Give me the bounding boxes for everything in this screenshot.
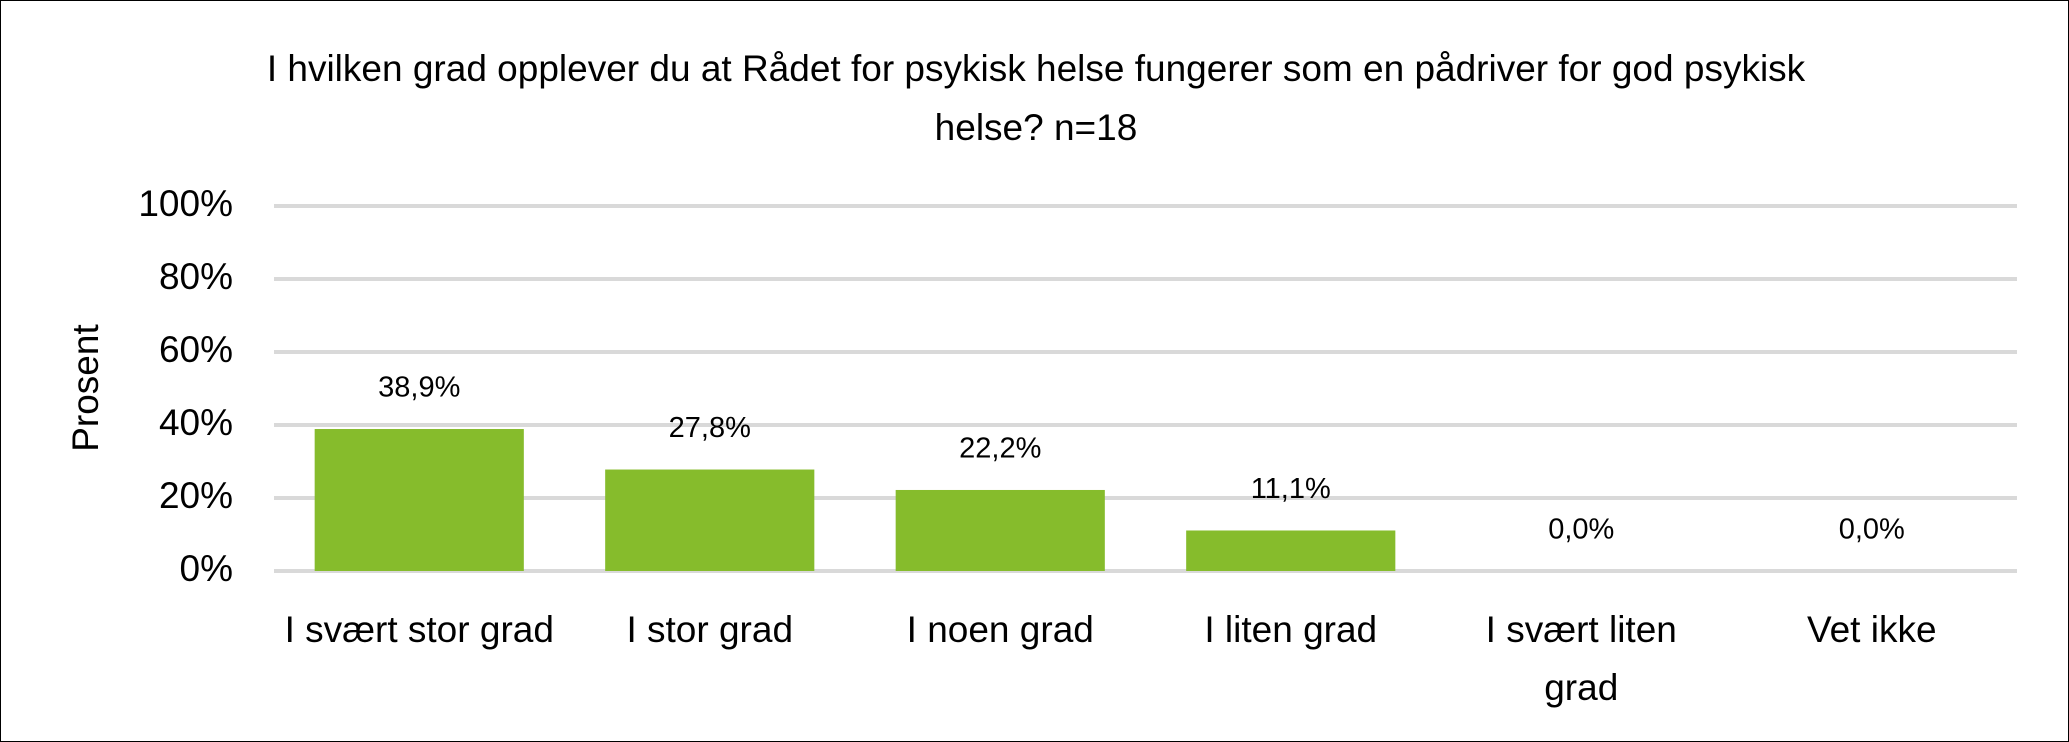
y-tick-label: 100% [138, 183, 233, 224]
x-tick-label: I noen grad [906, 609, 1094, 650]
x-tick-label: I svært liten grad [1485, 609, 1677, 708]
x-tick-label: I svært stor grad [284, 609, 554, 650]
chart-title: I hvilken grad opplever du at Rådet for … [266, 48, 1806, 148]
bar [605, 469, 815, 571]
x-tick-label: Vet ikke [1806, 609, 1937, 650]
y-tick-label: 40% [159, 402, 233, 443]
data-label: 38,9% [378, 372, 460, 404]
data-label: 11,1% [1251, 473, 1331, 505]
bar [314, 429, 524, 571]
x-tick-label: I stor grad [626, 609, 794, 650]
y-tick-label: 80% [159, 256, 233, 297]
y-tick-label: 0% [180, 548, 233, 589]
y-axis-label: Prosent [65, 324, 106, 452]
data-label: 0,0% [1548, 514, 1614, 546]
data-label: 22,2% [959, 433, 1041, 465]
bar [895, 489, 1105, 571]
bar [1186, 530, 1396, 571]
x-tick-label: I liten grad [1204, 609, 1378, 650]
data-label: 0,0% [1839, 514, 1905, 546]
y-tick-label: 20% [159, 475, 233, 516]
y-tick-label: 60% [159, 329, 233, 370]
data-label: 27,8% [669, 412, 751, 444]
